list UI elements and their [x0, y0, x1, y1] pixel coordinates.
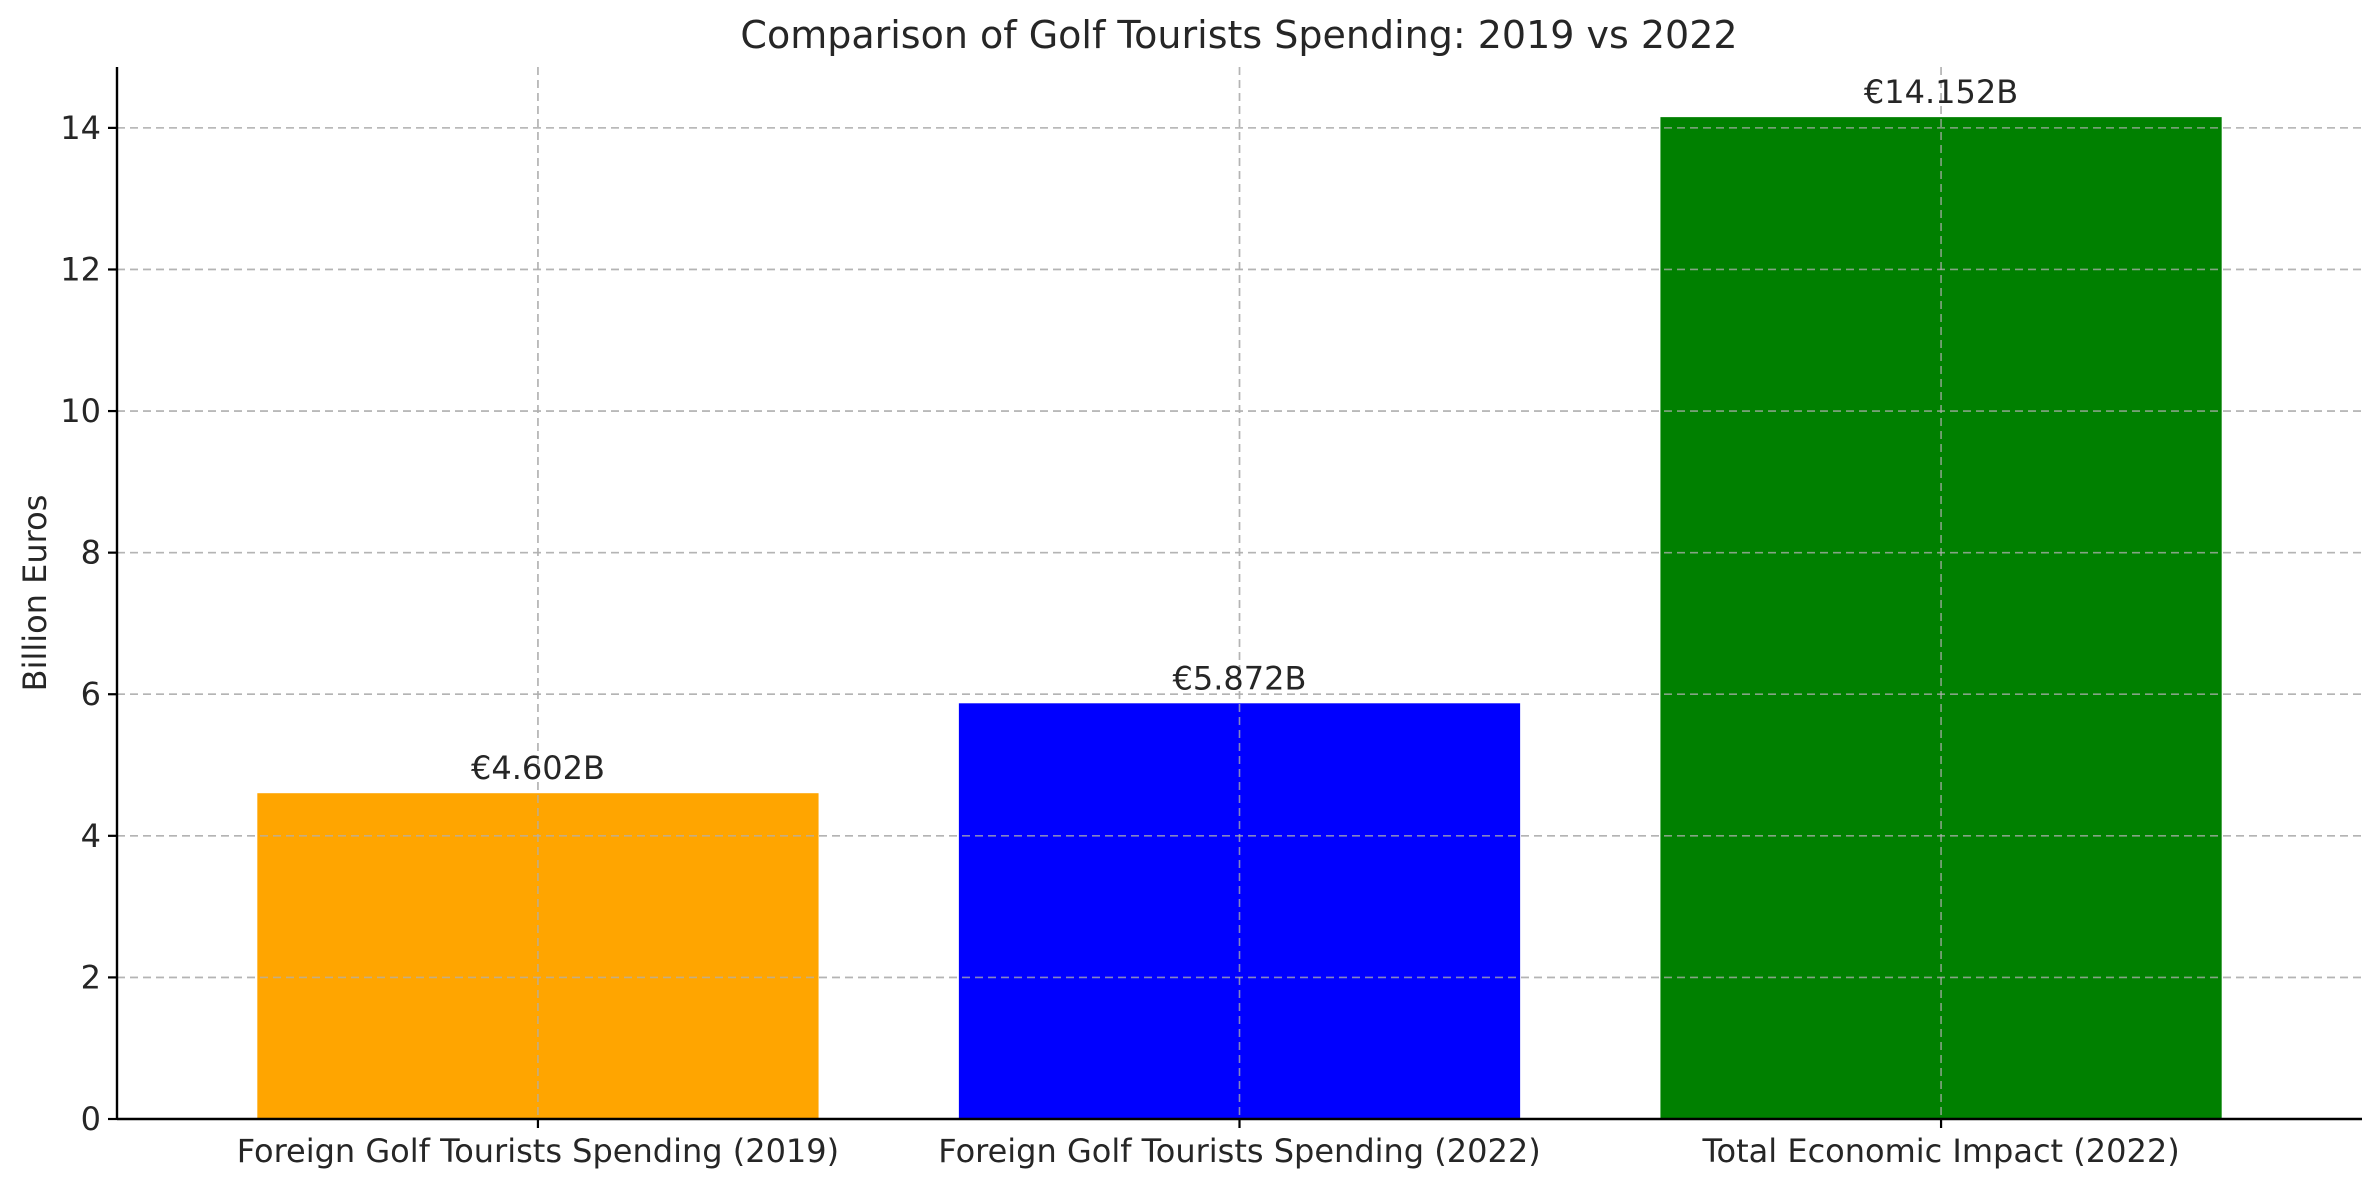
y-tick-label: 6 — [81, 675, 101, 713]
y-tick-label: 12 — [60, 250, 101, 288]
y-tick-label: 2 — [81, 958, 101, 996]
bars — [117, 67, 2362, 1120]
bar-value-label: €4.602B — [471, 749, 605, 787]
chart-title: Comparison of Golf Tourists Spending: 20… — [740, 13, 1737, 57]
bar-value-labels: €4.602B €5.872B €14.152B — [471, 73, 2018, 787]
bar-value-label: €5.872B — [1173, 659, 1307, 697]
x-tick-label: Foreign Golf Tourists Spending (2022) — [938, 1132, 1540, 1170]
y-tick-label: 10 — [60, 392, 101, 430]
y-tick-label: 4 — [81, 817, 101, 855]
y-tick-label: 14 — [60, 109, 101, 147]
y-tick-label: 0 — [81, 1100, 101, 1138]
bar-value-label: €14.152B — [1864, 73, 2018, 111]
x-tick-label: Total Economic Impact (2022) — [1701, 1132, 2179, 1170]
x-tick-label: Foreign Golf Tourists Spending (2019) — [237, 1132, 839, 1170]
y-axis-label: Billion Euros — [16, 495, 54, 692]
ticks: 0 2 4 6 8 10 12 14 Foreign Golf Tourists Spendin… — [60, 109, 2179, 1170]
y-tick-label: 8 — [81, 534, 101, 572]
